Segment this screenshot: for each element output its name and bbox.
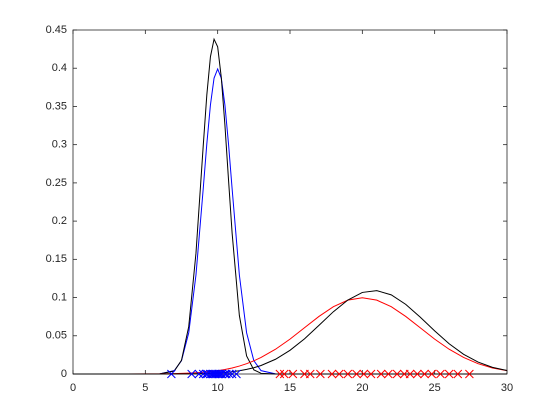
- y-tick-label: 0.15: [46, 253, 67, 265]
- curve: [73, 290, 508, 375]
- y-tick-label: 0.35: [46, 100, 67, 112]
- y-tick-label: 0: [61, 368, 67, 380]
- y-tick-label: 0.1: [52, 291, 67, 303]
- sample-marker: [305, 369, 315, 379]
- y-tick-label: 0.3: [52, 139, 67, 151]
- sample-marker: [427, 369, 437, 379]
- sample-marker: [405, 369, 415, 379]
- sample-marker: [444, 369, 454, 379]
- sample-marker: [220, 369, 230, 379]
- x-tick-label: 20: [356, 382, 368, 394]
- x-tick-label: 30: [501, 382, 513, 394]
- sample-marker: [343, 369, 353, 379]
- x-tick-label: 5: [142, 382, 148, 394]
- sample-marker: [194, 369, 204, 379]
- y-tick-label: 0.2: [52, 215, 67, 227]
- sample-marker: [436, 369, 445, 379]
- sample-marker: [275, 369, 285, 379]
- sample-marker: [217, 369, 227, 379]
- y-tick-label: 0.05: [46, 330, 67, 342]
- sample-marker: [232, 369, 241, 379]
- y-tick-label: 0.25: [46, 177, 67, 189]
- sample-marker: [316, 369, 325, 379]
- y-tick-label: 0.45: [46, 24, 67, 36]
- sample-marker: [392, 369, 402, 379]
- sample-marker: [412, 369, 422, 379]
- sample-marker: [334, 369, 344, 379]
- x-tick-label: 25: [429, 382, 441, 394]
- sample-marker: [352, 369, 361, 379]
- x-tick-label: 0: [70, 382, 76, 394]
- y-tick-label: 0.4: [52, 62, 67, 74]
- sample-marker: [359, 369, 369, 379]
- curve: [73, 37, 507, 375]
- sample-marker: [279, 369, 289, 379]
- x-tick-label: 15: [284, 382, 296, 394]
- curve: [72, 297, 508, 375]
- sample-marker: [213, 369, 223, 379]
- sample-marker: [227, 369, 237, 379]
- plot-area: [72, 29, 508, 375]
- sample-marker: [224, 369, 234, 379]
- sample-marker: [167, 369, 176, 379]
- sample-marker: [453, 369, 463, 379]
- sample-marker: [327, 369, 337, 379]
- sample-marker: [384, 369, 393, 379]
- sample-marker: [366, 369, 376, 379]
- sample-marker: [187, 369, 196, 379]
- sample-marker: [376, 369, 386, 379]
- sample-marker: [420, 369, 429, 379]
- sample-marker: [465, 369, 474, 379]
- sample-marker: [198, 369, 208, 379]
- sample-marker: [288, 369, 298, 379]
- x-tick-label: 10: [212, 382, 224, 394]
